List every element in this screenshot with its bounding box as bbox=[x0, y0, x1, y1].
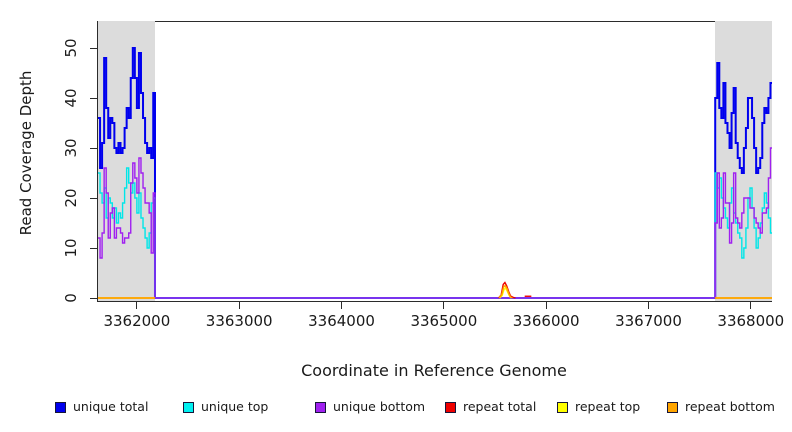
x-tick-label: 3368000 bbox=[717, 312, 785, 330]
highlight-region bbox=[98, 21, 155, 301]
series-unique-top bbox=[98, 167, 772, 299]
legend-swatch bbox=[183, 402, 194, 413]
legend-swatch bbox=[557, 402, 568, 413]
y-tick-label: 40 bbox=[62, 88, 80, 108]
legend-swatch bbox=[55, 402, 66, 413]
legend-label: repeat bottom bbox=[685, 399, 775, 414]
x-tick-label: 3363000 bbox=[205, 312, 273, 330]
x-tick-label: 3365000 bbox=[410, 312, 478, 330]
x-tick-label: 3364000 bbox=[308, 312, 375, 330]
x-tick-label: 3367000 bbox=[615, 312, 682, 330]
x-tick-label: 3362000 bbox=[103, 312, 171, 330]
plot-panel bbox=[97, 21, 772, 302]
x-tick-mark bbox=[647, 302, 649, 309]
x-tick-mark bbox=[545, 302, 547, 309]
legend-label: repeat total bbox=[463, 399, 537, 414]
x-tick-mark bbox=[443, 302, 445, 309]
x-tick-mark bbox=[341, 302, 343, 309]
coverage-plot-svg bbox=[98, 21, 772, 301]
legend-label: repeat top bbox=[575, 399, 641, 414]
panel-top-border bbox=[98, 21, 772, 22]
legend-swatch bbox=[315, 402, 326, 413]
legend-label: unique top bbox=[201, 399, 269, 414]
y-tick-mark bbox=[90, 47, 97, 49]
legend-swatch bbox=[667, 402, 678, 413]
y-tick-mark bbox=[90, 297, 97, 299]
legend-label: unique bottom bbox=[333, 399, 426, 414]
legend: unique total unique top unique bottom repea… bbox=[0, 399, 792, 419]
series-repeat-bottom bbox=[498, 284, 513, 299]
legend-swatch bbox=[445, 402, 456, 413]
y-tick-mark bbox=[90, 197, 97, 199]
y-tick-label: 10 bbox=[62, 238, 80, 258]
legend-label: unique total bbox=[73, 399, 149, 414]
series-unique-total bbox=[98, 47, 772, 299]
y-tick-label: 50 bbox=[62, 38, 80, 58]
y-tick-mark bbox=[90, 147, 97, 149]
y-tick-label: 20 bbox=[62, 188, 80, 208]
x-tick-label: 3366000 bbox=[512, 312, 580, 330]
y-tick-label: 0 bbox=[62, 293, 80, 303]
x-axis-label: Coordinate in Reference Genome bbox=[301, 361, 567, 380]
y-tick-label: 30 bbox=[62, 138, 80, 158]
x-tick-mark bbox=[136, 302, 138, 309]
x-tick-mark bbox=[238, 302, 240, 309]
x-tick-mark bbox=[750, 302, 752, 309]
y-tick-mark bbox=[90, 247, 97, 249]
series-unique-bottom bbox=[98, 147, 772, 299]
y-tick-mark bbox=[90, 97, 97, 99]
